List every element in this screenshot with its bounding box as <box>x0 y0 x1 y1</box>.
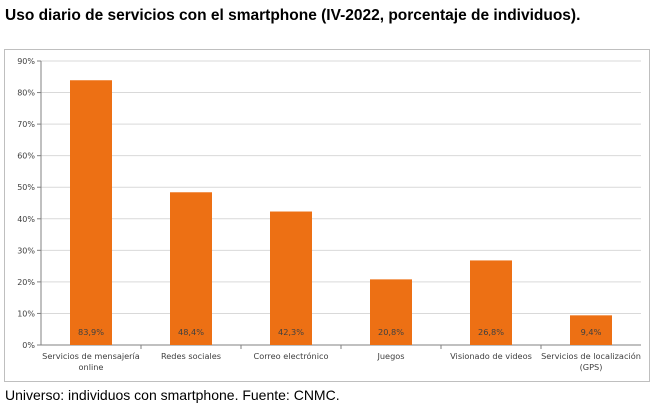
category-label: online <box>79 362 104 372</box>
bar <box>370 279 412 345</box>
y-tick-label: 70% <box>17 120 35 129</box>
bar <box>470 260 512 345</box>
bar-chart: 0% 10% 20% 30% 40% 50% 60% 70% 80% 90% 83,9% Servic… <box>17 57 641 372</box>
data-label: 42,3% <box>278 327 304 337</box>
y-tick-label: 0% <box>22 341 35 350</box>
category-label: Juegos <box>376 351 404 361</box>
data-label: 83,9% <box>78 327 104 337</box>
y-tick-label: 30% <box>17 246 35 255</box>
data-label: 20,8% <box>378 327 404 337</box>
chart-title: Uso diario de servicios con el smartphon… <box>5 7 581 24</box>
category-label: Correo electrónico <box>253 351 328 361</box>
data-label: 9,4% <box>581 327 602 337</box>
y-tick-label: 60% <box>17 152 35 161</box>
y-tick-label: 50% <box>17 183 35 192</box>
chart-frame: 0% 10% 20% 30% 40% 50% 60% 70% 80% 90% 83,9% Servic… <box>4 49 650 382</box>
bar <box>70 80 112 345</box>
data-label: 48,4% <box>178 327 204 337</box>
data-label: 26,8% <box>478 327 504 337</box>
y-tick-label: 90% <box>17 57 35 66</box>
bar <box>270 211 312 345</box>
y-tick-label: 40% <box>17 215 35 224</box>
category-label: (GPS) <box>580 362 603 372</box>
category-label: Redes sociales <box>161 351 221 361</box>
category-label: Servicios de mensajería <box>42 351 140 361</box>
category-label: Servicios de localización <box>541 351 641 361</box>
bar <box>570 315 612 345</box>
footer-note: Universo: individuos con smartphone. Fue… <box>5 387 340 403</box>
category-label: Visionado de videos <box>450 351 532 361</box>
bar <box>170 192 212 345</box>
y-tick-label: 80% <box>17 89 35 98</box>
y-tick-label: 20% <box>17 278 35 287</box>
y-tick-label: 10% <box>17 309 35 318</box>
